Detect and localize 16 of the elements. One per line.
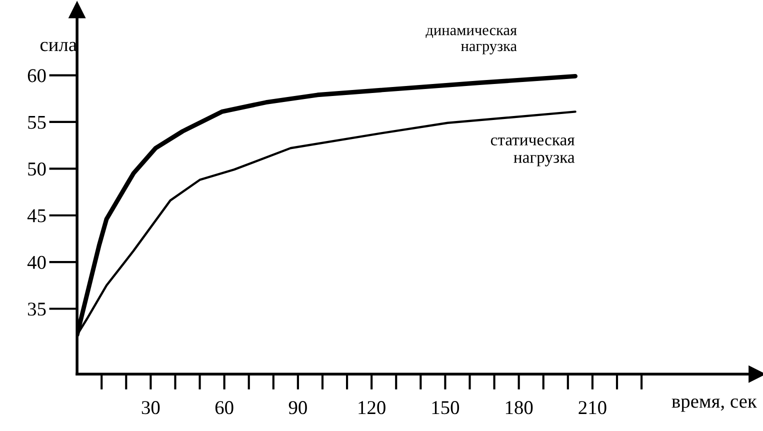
y-tick-label: 60: [28, 69, 46, 82]
x-tick-label: 90: [288, 401, 307, 414]
x-tick-label: 60: [215, 401, 234, 414]
x-tick-label: 120: [358, 401, 386, 414]
x-axis-title: время, сек: [672, 398, 757, 412]
y-tick-label: 55: [28, 116, 46, 129]
series-label: статическая нагрузка: [490, 137, 575, 166]
series-label: динамическая нагрузка: [426, 28, 517, 54]
y-tick-label: 40: [27, 256, 46, 269]
y-tick-label: 50: [28, 162, 46, 176]
y-tick-label: 45: [27, 209, 46, 222]
x-tick-label: 150: [432, 401, 460, 414]
x-tick-label: 180: [506, 401, 533, 414]
y-tick-label: 35: [28, 302, 46, 316]
x-tick-label: 30: [142, 401, 160, 414]
x-tick-label: 210: [578, 401, 606, 414]
